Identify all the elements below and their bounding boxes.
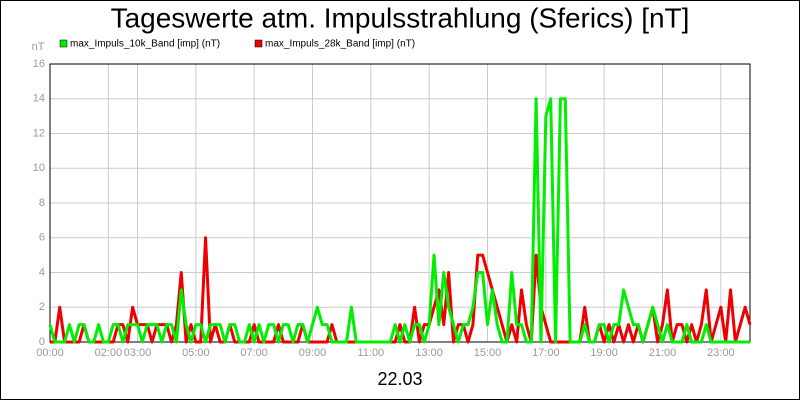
x-tick-label: 09:00: [299, 347, 327, 359]
y-tick-label: 16: [33, 58, 45, 70]
y-tick-label: 12: [33, 127, 45, 139]
x-tick-label: 03:00: [124, 347, 152, 359]
x-tick-label: 15:00: [474, 347, 502, 359]
series-line: [48, 97, 750, 344]
y-tick-label: 10: [33, 162, 45, 174]
y-tick-label: 14: [33, 93, 45, 105]
y-tick-label: 8: [39, 197, 45, 209]
legend-swatch: [59, 39, 68, 48]
x-tick-label: 23:00: [707, 347, 735, 359]
x-tick-label: 21:00: [649, 347, 677, 359]
x-tick-label: 17:00: [532, 347, 560, 359]
y-tick-label: 4: [39, 266, 45, 278]
legend-swatch: [254, 39, 263, 48]
chart-title: Tageswerte atm. Impulsstrahlung (Sferics…: [111, 2, 690, 33]
x-tick-label: 00:00: [36, 347, 64, 359]
x-tick-label: 19:00: [590, 347, 618, 359]
x-tick-label: 02:00: [95, 347, 123, 359]
y-tick-label: 6: [39, 232, 45, 244]
legend-label: max_Impuls_28k_Band [imp] (nT): [265, 39, 415, 50]
x-tick-label: 05:00: [182, 347, 210, 359]
y-axis-label: nT: [32, 41, 45, 53]
legend-label: max_Impuls_10k_Band [imp] (nT): [70, 39, 220, 50]
y-tick-label: 2: [39, 301, 45, 313]
y-tick-label: 0: [39, 336, 45, 348]
x-tick-label: 07:00: [240, 347, 268, 359]
x-axis-label: 22.03: [377, 369, 422, 389]
x-tick-label: 13:00: [415, 347, 443, 359]
x-tick-label: 11:00: [357, 347, 384, 359]
